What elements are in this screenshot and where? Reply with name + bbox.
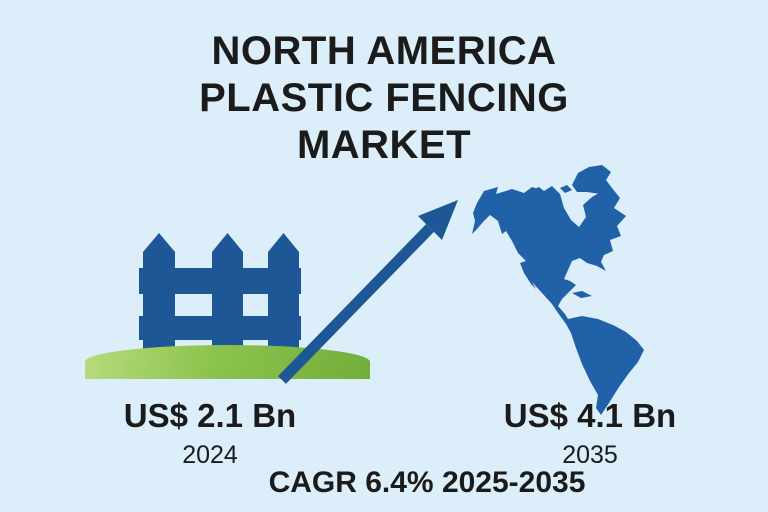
page-title: NORTH AMERICA PLASTIC FENCING MARKET [0, 28, 768, 169]
title-line-1: NORTH AMERICA [211, 29, 557, 73]
market-value-2024: US$ 2.1 Bn [123, 397, 297, 434]
stat-2024: US$ 2.1 Bn 2024 [40, 396, 380, 469]
title-line-3: MARKET [296, 123, 472, 167]
americas-map-icon [468, 163, 653, 415]
stat-2035: US$ 4.1 Bn 2035 [420, 396, 760, 469]
title-line-2: PLASTIC FENCING [199, 76, 569, 120]
cagr-label: CAGR 6.4% 2025-2035 [268, 466, 586, 499]
year-label-2024: 2024 [182, 441, 238, 469]
year-label-2035: 2035 [562, 441, 618, 469]
growth-arrow-icon [268, 190, 468, 390]
market-value-2035: US$ 4.1 Bn [503, 397, 677, 434]
fence-icon [135, 230, 305, 380]
grass-hill [85, 345, 370, 379]
